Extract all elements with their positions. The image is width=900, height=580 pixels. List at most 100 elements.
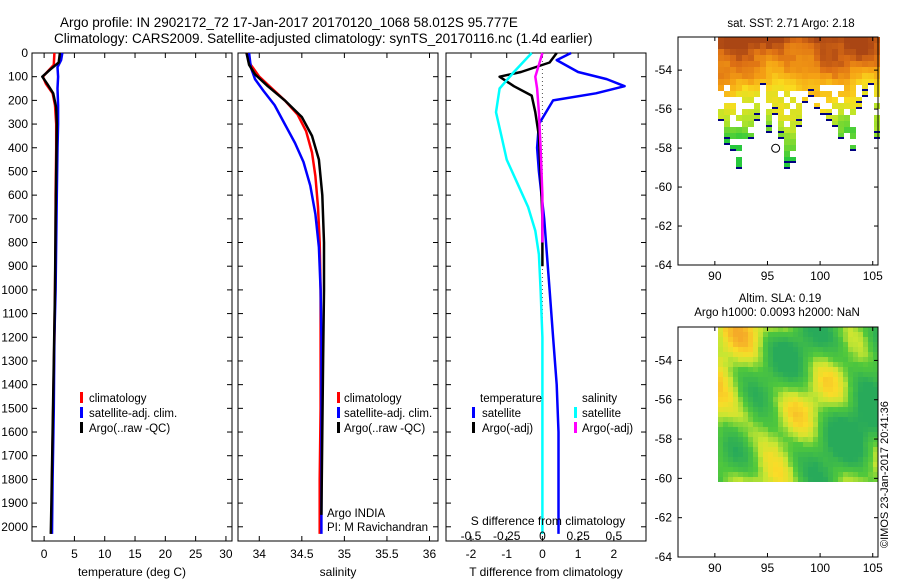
- sst-cell: [724, 115, 730, 121]
- sla-cell: [728, 417, 733, 422]
- sla-cell: [783, 402, 788, 407]
- sst-cell: [784, 103, 790, 109]
- sla-cell: [753, 377, 758, 382]
- sla-cell: [808, 347, 813, 352]
- sst-cell: [784, 145, 790, 151]
- sst-cell: [814, 55, 820, 61]
- sla-cell: [848, 352, 853, 357]
- sst-cell: [724, 61, 730, 67]
- sst-cell: [802, 43, 808, 49]
- map-y-tick-label: -58: [655, 432, 673, 446]
- sst-cell-edge: [730, 149, 736, 151]
- sla-cell: [798, 407, 803, 412]
- sst-cell: [844, 37, 850, 43]
- sla-cell: [748, 332, 753, 337]
- sla-cell: [843, 352, 848, 357]
- sla-cell: [718, 417, 723, 422]
- sla-cell: [758, 417, 763, 422]
- sla-cell: [858, 452, 863, 457]
- sst-cell: [784, 163, 790, 169]
- sla-cell: [743, 467, 748, 472]
- sla-cell: [733, 447, 738, 452]
- sla-cell: [738, 392, 743, 397]
- sla-cell: [748, 377, 753, 382]
- sla-cell: [788, 377, 793, 382]
- sla-cell: [738, 332, 743, 337]
- sst-cell: [820, 91, 826, 97]
- sla-cell: [808, 417, 813, 422]
- sla-cell: [718, 357, 723, 362]
- sla-cell: [778, 352, 783, 357]
- sst-cell: [838, 109, 844, 115]
- sla-cell: [868, 467, 873, 472]
- sla-cell: [758, 467, 763, 472]
- sla-cell: [838, 417, 843, 422]
- sst-cell: [850, 79, 856, 85]
- sst-cell: [874, 55, 880, 61]
- sst-cell: [742, 61, 748, 67]
- depth-tick-label: 600: [8, 188, 28, 202]
- sst-cell: [766, 97, 772, 103]
- x-tick-label: -1: [501, 547, 512, 561]
- sla-cell: [828, 452, 833, 457]
- map-y-tick-label: -62: [655, 219, 673, 233]
- sla-cell: [843, 357, 848, 362]
- sst-cell: [808, 91, 814, 97]
- sst-cell: [808, 73, 814, 79]
- sla-cell: [813, 372, 818, 377]
- sst-cell: [850, 55, 856, 61]
- sst-cell: [784, 73, 790, 79]
- sla-cell: [848, 327, 853, 332]
- salinity-panel: 34 34.5 35 35.5 36 salinity climatology sate…: [237, 52, 439, 579]
- sla-cell: [848, 427, 853, 432]
- sla-cell: [863, 467, 868, 472]
- sla-cell: [743, 417, 748, 422]
- s-tick-label: -0.25: [493, 529, 521, 543]
- sst-cell: [754, 43, 760, 49]
- sst-cell: [844, 67, 850, 73]
- sla-cell: [873, 447, 878, 452]
- sla-cell: [823, 382, 828, 387]
- sla-cell: [823, 417, 828, 422]
- sla-cell: [803, 357, 808, 362]
- sla-cell: [843, 327, 848, 332]
- sla-cell: [833, 462, 838, 467]
- sla-cell: [863, 422, 868, 427]
- sla-cell: [778, 457, 783, 462]
- sla-cell: [773, 367, 778, 372]
- sla-cell: [748, 327, 753, 332]
- sla-cell: [733, 472, 738, 477]
- sla-cell: [758, 352, 763, 357]
- sst-cell: [736, 91, 742, 97]
- sst-cell: [856, 67, 862, 73]
- sla-cell: [748, 452, 753, 457]
- sst-cell: [838, 103, 844, 109]
- sla-cell: [783, 462, 788, 467]
- sla-cell: [733, 372, 738, 377]
- sst-cell-edge: [850, 149, 856, 151]
- sla-cell: [848, 442, 853, 447]
- sla-cell: [808, 352, 813, 357]
- sla-cell: [868, 387, 873, 392]
- sla-cell: [818, 367, 823, 372]
- sla-cell: [773, 392, 778, 397]
- sla-cell: [763, 347, 768, 352]
- x-tick-label: 20: [159, 547, 173, 561]
- sst-cell: [766, 43, 772, 49]
- sla-cell: [803, 327, 808, 332]
- sla-cell: [813, 332, 818, 337]
- depth-tick-label: 0: [21, 46, 28, 60]
- sla-cell: [858, 407, 863, 412]
- sla-cell: [818, 397, 823, 402]
- sst-cell: [772, 85, 778, 91]
- sst-cell: [784, 85, 790, 91]
- sla-cell: [808, 397, 813, 402]
- sla-cell: [738, 432, 743, 437]
- sla-cell: [798, 427, 803, 432]
- sla-cell: [738, 437, 743, 442]
- sla-cell: [738, 462, 743, 467]
- sla-cell: [783, 477, 788, 482]
- sla-cell: [818, 472, 823, 477]
- sla-cell: [768, 427, 773, 432]
- sla-cell: [768, 362, 773, 367]
